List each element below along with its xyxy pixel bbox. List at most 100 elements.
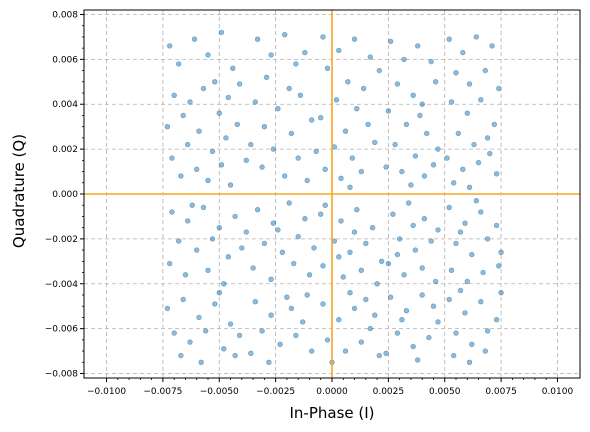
data-point-82 [421,173,428,179]
data-point-18 [209,148,216,155]
data-point-186 [187,339,193,345]
x-tick-label-8: 0.0100 [542,387,574,397]
data-point-198 [259,328,265,334]
data-point-111 [200,204,207,211]
data-point-63 [338,175,344,182]
data-point-64 [358,168,364,175]
data-point-165 [394,251,401,258]
data-point-73 [419,101,425,107]
data-point-197 [300,319,306,325]
data-point-136 [306,272,313,278]
data-point-109 [169,209,175,215]
data-point-240 [498,290,504,296]
y-tick-label-6: 0.004 [52,100,78,110]
y-tick-label-7: 0.006 [52,55,78,65]
data-point-123 [189,202,195,208]
data-point-146 [378,258,385,264]
data-point-39 [309,117,315,123]
data-point-150 [374,281,380,287]
data-point-238 [482,348,488,354]
data-point-17 [185,141,191,148]
data-point-116 [209,236,216,242]
data-point-79 [412,153,419,159]
data-point-86 [417,112,423,119]
data-point-75 [385,108,392,114]
data-point-67 [387,38,394,45]
data-point-15 [196,128,202,134]
data-point-78 [392,141,398,148]
data-point-168 [478,209,484,215]
data-point-187 [203,328,209,334]
data-point-118 [167,260,173,267]
data-point-196 [284,294,290,300]
data-point-33 [302,49,308,56]
data-point-84 [408,182,414,188]
data-point-206 [320,301,326,307]
axis-ticks: −0.0100 −0.0075 −0.0050 −0.0025 0.0000 0.0025… [45,10,574,397]
data-point-217 [372,312,378,318]
data-point-40 [270,146,277,152]
data-point-46 [313,148,319,155]
x-tick-label-1: −0.0075 [143,387,182,397]
data-point-161 [401,272,407,278]
data-point-94 [496,85,502,92]
data-point-26 [243,157,250,164]
y-tick-label-5: 0.002 [52,145,78,155]
data-point-133 [250,265,256,271]
data-point-182 [196,314,202,321]
y-tick-label-3: −0.002 [45,235,78,245]
data-point-5 [230,65,236,72]
data-point-85 [430,162,437,168]
data-point-99 [455,130,461,137]
y-tick-label-1: −0.006 [45,325,79,335]
y-tick-label-4: 0.000 [52,190,78,200]
data-point-19 [234,121,241,128]
y-tick-label-0: −0.008 [45,370,79,380]
data-point-43 [282,173,288,179]
data-point-53 [360,85,367,92]
data-point-183 [212,301,218,307]
data-point-112 [216,225,223,231]
x-tick-label-2: −0.0050 [200,387,239,397]
data-point-72 [410,92,416,99]
data-point-158 [412,247,419,253]
data-point-221 [435,319,441,325]
data-point-185 [171,330,177,336]
data-point-218 [387,294,394,300]
data-point-28 [268,52,274,58]
data-point-54 [376,67,382,74]
data-point-157 [396,236,403,242]
data-point-6 [212,79,218,85]
data-point-174 [448,267,455,273]
data-point-236 [451,352,457,359]
data-point-115 [194,247,200,253]
data-point-36 [297,92,304,99]
data-point-188 [221,346,227,352]
data-point-233 [453,330,459,336]
data-point-147 [320,263,326,269]
data-point-195 [268,312,274,318]
data-point-211 [342,348,349,354]
data-point-29 [282,31,288,38]
data-point-231 [478,299,484,305]
data-point-138 [318,211,324,217]
data-point-8 [187,99,193,105]
data-point-149 [358,267,364,273]
data-point-42 [259,164,265,170]
scatter-points [164,29,504,365]
data-point-134 [268,276,274,282]
x-axis-label: In-Phase (I) [289,404,374,422]
data-point-30 [293,61,299,67]
data-point-126 [270,220,277,226]
data-point-213 [376,352,382,359]
x-tick-label-5: 0.0025 [373,387,405,397]
data-point-27 [254,36,261,42]
data-point-88 [460,49,466,56]
data-point-52 [345,79,351,85]
data-point-224 [426,334,432,341]
data-point-176 [480,269,486,276]
data-point-47 [320,34,326,40]
data-point-66 [347,184,353,191]
data-point-10 [225,94,232,101]
data-point-49 [351,36,358,42]
